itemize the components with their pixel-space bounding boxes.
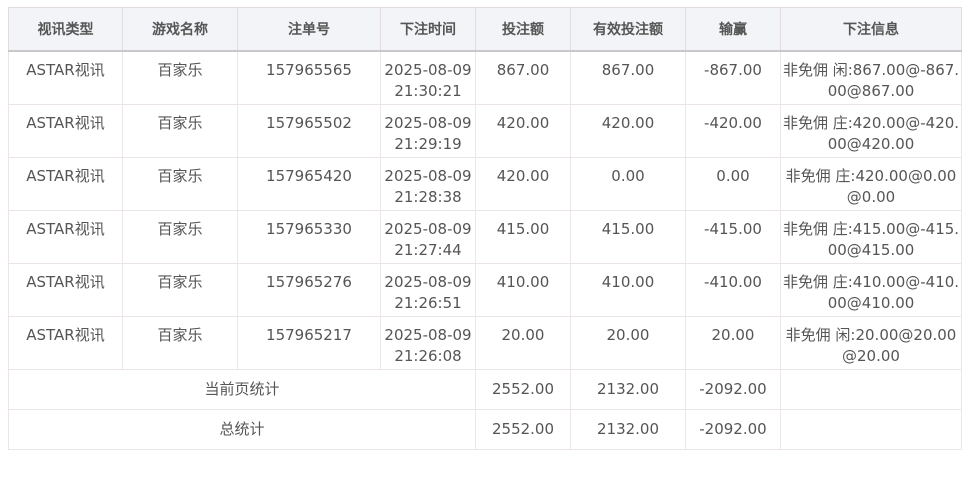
- grand-total-win: -2092.00: [685, 408, 781, 450]
- cell-win-loss: -420.00: [685, 103, 781, 158]
- cell-bet-info: 非免佣 庄:420.00@-420.00@420.00: [780, 103, 962, 158]
- cell-video-type: ASTAR视讯: [8, 262, 123, 317]
- grand-total-bet: 2552.00: [475, 408, 571, 450]
- cell-bet-time: 2025-08-09 21:26:08: [380, 315, 476, 370]
- cell-order-no: 157965217: [237, 315, 381, 370]
- cell-win-loss: -410.00: [685, 262, 781, 317]
- cell-game-name: 百家乐: [122, 103, 238, 158]
- cell-bet-time: 2025-08-09 21:28:38: [380, 156, 476, 211]
- table-row: ASTAR视讯 百家乐 157965420 2025-08-09 21:28:38 42…: [8, 156, 962, 211]
- cell-order-no: 157965330: [237, 209, 381, 264]
- page-total-valid: 2132.00: [570, 368, 686, 410]
- page-total-win: -2092.00: [685, 368, 781, 410]
- cell-valid-bet: 420.00: [570, 103, 686, 158]
- cell-bet-info: 非免佣 闲:20.00@20.00@20.00: [780, 315, 962, 370]
- cell-bet-info: 非免佣 闲:867.00@-867.00@867.00: [780, 50, 962, 105]
- page-total-row: 当前页统计 2552.00 2132.00 -2092.00: [8, 368, 962, 410]
- empty-cell: [780, 408, 962, 450]
- cell-win-loss: -867.00: [685, 50, 781, 105]
- bet-records-table: 视讯类型 游戏名称 注单号 下注时间 投注额 有效投注额 输赢 下注信息 AST…: [8, 7, 962, 450]
- cell-game-name: 百家乐: [122, 262, 238, 317]
- col-order-no: 注单号: [237, 7, 381, 52]
- cell-bet-info: 非免佣 庄:415.00@-415.00@415.00: [780, 209, 962, 264]
- cell-bet-time: 2025-08-09 21:29:19: [380, 103, 476, 158]
- cell-game-name: 百家乐: [122, 209, 238, 264]
- cell-game-name: 百家乐: [122, 50, 238, 105]
- col-game-name: 游戏名称: [122, 7, 238, 52]
- cell-bet-time: 2025-08-09 21:30:21: [380, 50, 476, 105]
- cell-valid-bet: 0.00: [570, 156, 686, 211]
- col-bet-amount: 投注额: [475, 7, 571, 52]
- cell-bet-time: 2025-08-09 21:27:44: [380, 209, 476, 264]
- cell-bet-amount: 20.00: [475, 315, 571, 370]
- table-row: ASTAR视讯 百家乐 157965565 2025-08-09 21:30:21 86…: [8, 50, 962, 105]
- cell-order-no: 157965420: [237, 156, 381, 211]
- table-row: ASTAR视讯 百家乐 157965502 2025-08-09 21:29:19 42…: [8, 103, 962, 158]
- grand-total-row: 总统计 2552.00 2132.00 -2092.00: [8, 408, 962, 450]
- cell-video-type: ASTAR视讯: [8, 209, 123, 264]
- col-video-type: 视讯类型: [8, 7, 123, 52]
- cell-bet-amount: 867.00: [475, 50, 571, 105]
- cell-win-loss: 20.00: [685, 315, 781, 370]
- cell-video-type: ASTAR视讯: [8, 315, 123, 370]
- cell-bet-amount: 415.00: [475, 209, 571, 264]
- col-bet-info: 下注信息: [780, 7, 962, 52]
- cell-bet-amount: 420.00: [475, 156, 571, 211]
- cell-bet-info: 非免佣 庄:410.00@-410.00@410.00: [780, 262, 962, 317]
- cell-bet-time: 2025-08-09 21:26:51: [380, 262, 476, 317]
- cell-valid-bet: 415.00: [570, 209, 686, 264]
- cell-bet-info: 非免佣 庄:420.00@0.00@0.00: [780, 156, 962, 211]
- cell-valid-bet: 20.00: [570, 315, 686, 370]
- cell-video-type: ASTAR视讯: [8, 156, 123, 211]
- cell-bet-amount: 420.00: [475, 103, 571, 158]
- col-valid-bet: 有效投注额: [570, 7, 686, 52]
- table-row: ASTAR视讯 百家乐 157965217 2025-08-09 21:26:08 20…: [8, 315, 962, 370]
- col-win-loss: 输赢: [685, 7, 781, 52]
- cell-valid-bet: 410.00: [570, 262, 686, 317]
- cell-order-no: 157965502: [237, 103, 381, 158]
- cell-video-type: ASTAR视讯: [8, 50, 123, 105]
- cell-order-no: 157965276: [237, 262, 381, 317]
- cell-video-type: ASTAR视讯: [8, 103, 123, 158]
- header-row: 视讯类型 游戏名称 注单号 下注时间 投注额 有效投注额 输赢 下注信息: [8, 7, 962, 52]
- empty-cell: [780, 368, 962, 410]
- cell-game-name: 百家乐: [122, 156, 238, 211]
- page-total-bet: 2552.00: [475, 368, 571, 410]
- cell-valid-bet: 867.00: [570, 50, 686, 105]
- cell-win-loss: -415.00: [685, 209, 781, 264]
- grand-total-label: 总统计: [8, 408, 476, 450]
- table-row: ASTAR视讯 百家乐 157965330 2025-08-09 21:27:44 41…: [8, 209, 962, 264]
- cell-bet-amount: 410.00: [475, 262, 571, 317]
- col-bet-time: 下注时间: [380, 7, 476, 52]
- grand-total-valid: 2132.00: [570, 408, 686, 450]
- cell-order-no: 157965565: [237, 50, 381, 105]
- cell-game-name: 百家乐: [122, 315, 238, 370]
- table-row: ASTAR视讯 百家乐 157965276 2025-08-09 21:26:51 41…: [8, 262, 962, 317]
- cell-win-loss: 0.00: [685, 156, 781, 211]
- page-total-label: 当前页统计: [8, 368, 476, 410]
